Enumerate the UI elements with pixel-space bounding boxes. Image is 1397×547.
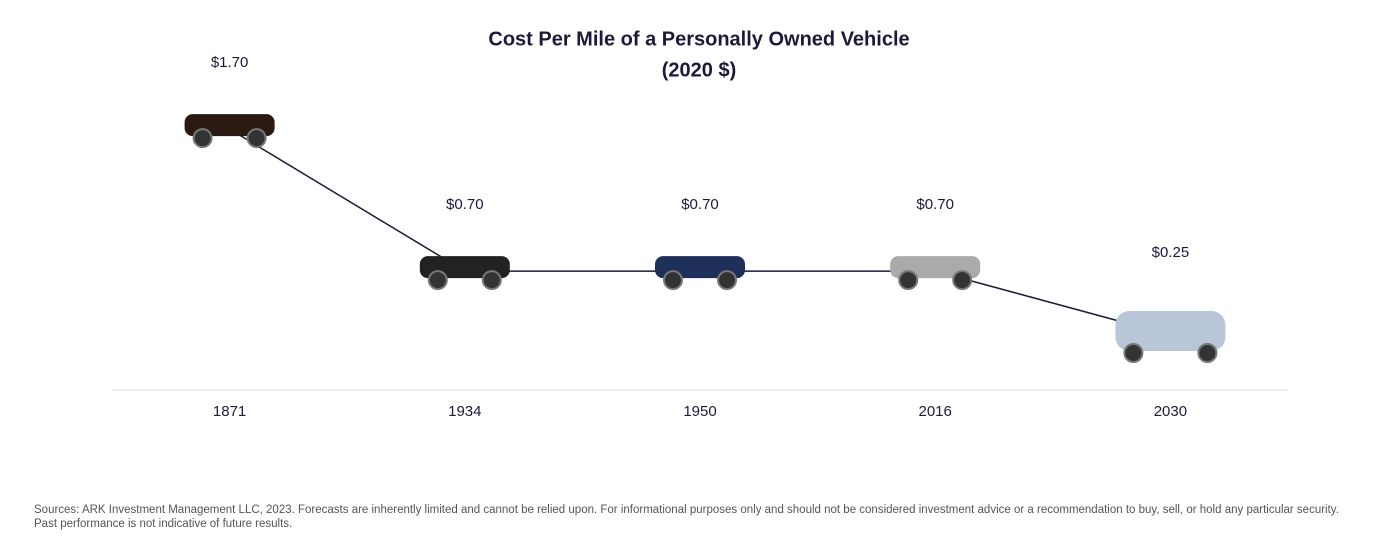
wheel (1123, 343, 1144, 363)
value-label: $0.70 (681, 196, 719, 213)
value-label: $1.70 (211, 54, 249, 71)
value-label: $0.70 (446, 196, 484, 213)
vehicle-icon (655, 256, 745, 291)
x-tick-label: 1950 (683, 403, 716, 420)
chart-title: Cost Per Mile of a Personally Owned Vehi… (488, 28, 909, 50)
wheel (427, 270, 448, 291)
value-label: $0.70 (916, 196, 954, 213)
vehicle-icon (184, 114, 275, 149)
chart-subtitle: (2020 $) (662, 59, 737, 81)
cost-line (229, 128, 1171, 336)
x-tick-label: 1934 (448, 403, 481, 420)
wheel (1197, 343, 1218, 363)
wheel (481, 270, 502, 291)
chart: Cost Per Mile of a Personally Owned Vehi… (112, 28, 1288, 420)
wheel (898, 270, 919, 291)
wheel (663, 270, 683, 291)
wheel (952, 270, 973, 291)
vehicle-icon (890, 256, 981, 291)
value-label: $0.25 (1152, 244, 1190, 261)
vehicle-icon (1115, 311, 1226, 363)
wheel (192, 128, 213, 149)
wheel (717, 270, 737, 291)
x-tick-label: 1871 (213, 403, 246, 420)
vehicle-icon (419, 256, 510, 291)
wheel (246, 128, 267, 149)
x-tick-label: 2030 (1154, 403, 1187, 420)
x-tick-label: 2016 (919, 403, 952, 420)
footnote: Sources: ARK Investment Management LLC, … (34, 504, 1339, 530)
vehicle-body (1115, 311, 1226, 351)
